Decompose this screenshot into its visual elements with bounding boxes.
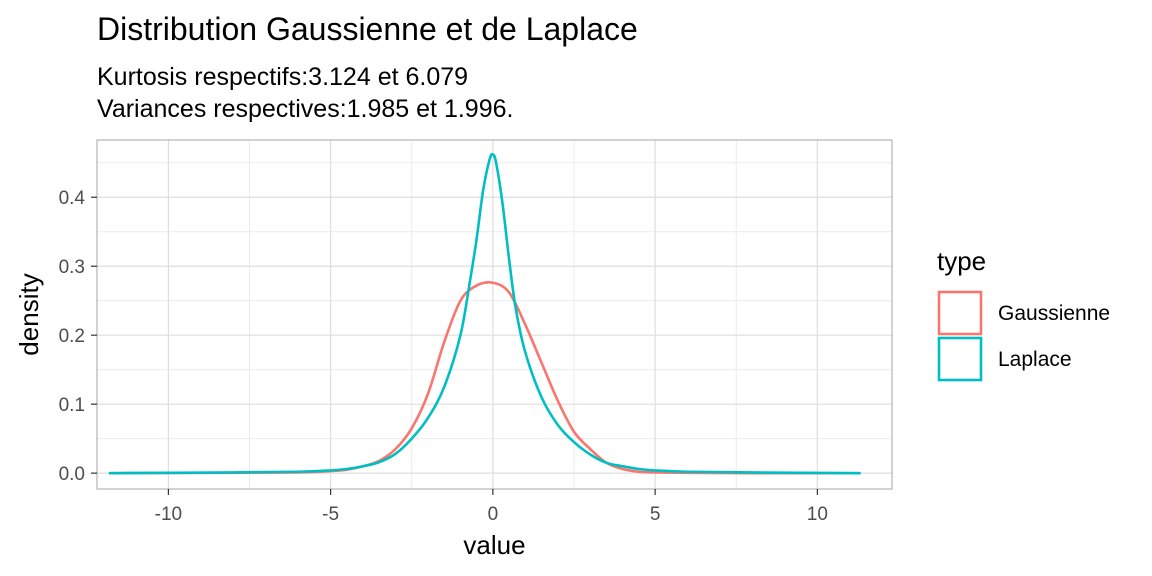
y-tick-label: 0.3 (59, 257, 85, 278)
y-axis-title: density (14, 273, 44, 355)
y-tick-label: 0.4 (59, 188, 86, 209)
y-tick-label: 0.1 (59, 395, 85, 416)
chart-title: Distribution Gaussienne et de Laplace (97, 11, 638, 47)
series-line-laplace (108, 152, 861, 475)
legend-label-laplace: Laplace (998, 348, 1072, 371)
x-tick-label: -5 (322, 504, 339, 525)
legend-key-laplace (937, 336, 983, 382)
x-axis: -10 -5 0 5 10 (155, 489, 828, 525)
plot-panel (96, 139, 893, 490)
grid-minor (97, 140, 892, 489)
legend-key-gaussienne (937, 290, 983, 336)
chart-subtitle-line-2: Variances respectives:1.985 et 1.996. (97, 95, 513, 123)
legend-items: Gaussienne Laplace (937, 290, 1110, 382)
x-tick-label: 5 (650, 504, 661, 525)
x-tick-label: 10 (807, 504, 828, 525)
y-tick-label: 0.0 (59, 464, 85, 485)
legend-title: type (937, 246, 986, 276)
plot-border (96, 139, 893, 490)
legend-label-gaussienne: Gaussienne (998, 302, 1110, 325)
plot-background (97, 140, 892, 489)
series-lines (108, 152, 861, 475)
y-axis: 0.0 0.1 0.2 0.3 0.4 (59, 188, 97, 485)
chart-subtitle-line-1: Kurtosis respectifs:3.124 et 6.079 (97, 63, 468, 91)
grid-major (97, 140, 892, 489)
legend: type Gaussienne Laplace (937, 246, 1110, 382)
x-axis-title: value (463, 530, 525, 560)
x-tick-label: 0 (488, 504, 499, 525)
x-tick-label: -10 (155, 504, 182, 525)
y-tick-label: 0.2 (59, 326, 85, 347)
